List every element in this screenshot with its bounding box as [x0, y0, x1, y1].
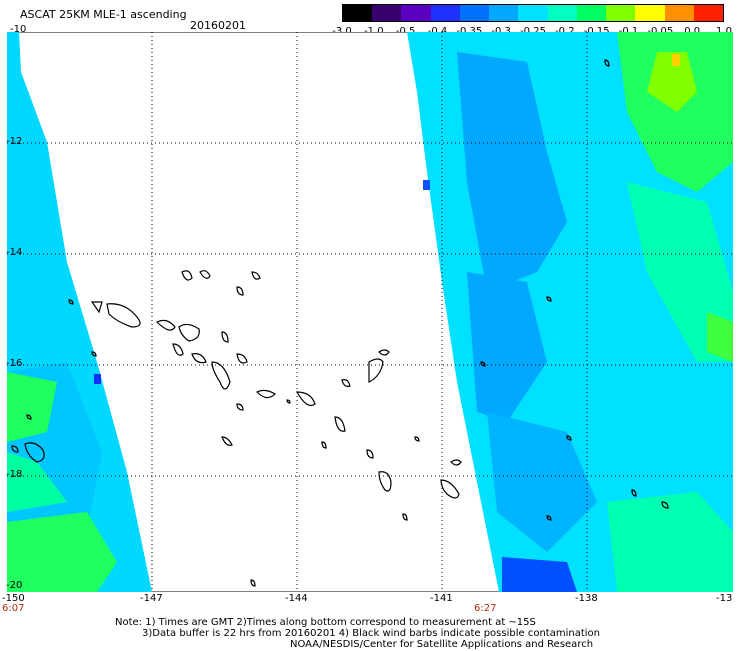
colorbar: [342, 4, 724, 22]
graticule: [7, 32, 733, 592]
lon-label-147: -147: [140, 593, 163, 604]
product-date: 20160201: [190, 19, 246, 32]
colorbar-segment: [343, 5, 373, 21]
swath-map: [7, 32, 733, 592]
island-outlines: [11, 59, 669, 587]
colorbar-segment: [693, 5, 724, 21]
lat-label-10: -10: [10, 24, 27, 35]
colorbar-segment: [430, 5, 460, 21]
lon-label-138: -138: [575, 593, 598, 604]
left-swath: [7, 32, 152, 592]
colorbar-segment: [635, 5, 665, 21]
colorbar-segment: [606, 5, 636, 21]
lon-label-141: -141: [430, 593, 453, 604]
lat-label-18: -18: [6, 469, 23, 480]
colorbar-segment: [459, 5, 490, 21]
colorbar-segment: [489, 5, 519, 21]
colorbar-segment: [372, 5, 402, 21]
lat-label-12: -12: [6, 136, 23, 147]
colorbar-segment: [664, 5, 694, 21]
time-label-mid: 6:27: [474, 603, 497, 614]
colorbar-segment: [576, 5, 607, 21]
colorbar-segment: [518, 5, 548, 21]
lon-label-135: -13: [716, 593, 733, 604]
lat-label-16: -16: [6, 358, 23, 369]
lat-label-14: -14: [6, 247, 23, 258]
lon-label-144: -144: [285, 593, 308, 604]
product-title: ASCAT 25KM MLE-1 ascending: [20, 8, 187, 21]
colorbar-segment: [401, 5, 431, 21]
right-swath: [407, 32, 733, 592]
footer-note-1: Note: 1) Times are GMT 2)Times along bot…: [115, 617, 536, 628]
time-label-left: 6:07: [2, 603, 25, 614]
colorbar-segment: [547, 5, 577, 21]
lat-label-20: -20: [6, 580, 23, 591]
lon-label-150: -150: [2, 593, 25, 604]
footer-note-3: NOAA/NESDIS/Center for Satellite Applica…: [290, 639, 594, 650]
footer-note-2: 3)Data buffer is 22 hrs from 20160201 4)…: [142, 628, 600, 639]
